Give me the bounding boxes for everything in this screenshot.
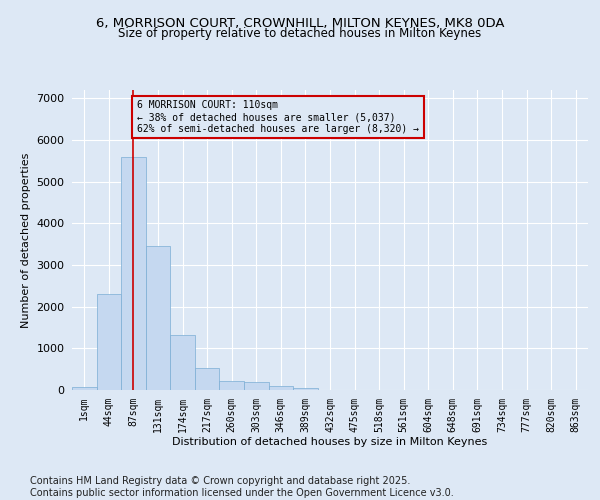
Bar: [146, 246, 170, 390]
Bar: [97, 294, 121, 390]
Text: 6, MORRISON COURT, CROWNHILL, MILTON KEYNES, MK8 0DA: 6, MORRISON COURT, CROWNHILL, MILTON KEY…: [96, 18, 504, 30]
X-axis label: Distribution of detached houses by size in Milton Keynes: Distribution of detached houses by size …: [172, 437, 488, 447]
Bar: [170, 335, 195, 390]
Text: 6 MORRISON COURT: 110sqm
← 38% of detached houses are smaller (5,037)
62% of sem: 6 MORRISON COURT: 110sqm ← 38% of detach…: [137, 100, 419, 134]
Bar: [293, 388, 318, 390]
Bar: [121, 156, 146, 390]
Text: Contains HM Land Registry data © Crown copyright and database right 2025.
Contai: Contains HM Land Registry data © Crown c…: [30, 476, 454, 498]
Text: Size of property relative to detached houses in Milton Keynes: Size of property relative to detached ho…: [118, 28, 482, 40]
Bar: [72, 387, 97, 390]
Bar: [244, 382, 269, 390]
Y-axis label: Number of detached properties: Number of detached properties: [20, 152, 31, 328]
Bar: [195, 368, 220, 390]
Bar: [269, 386, 293, 390]
Bar: [220, 381, 244, 390]
